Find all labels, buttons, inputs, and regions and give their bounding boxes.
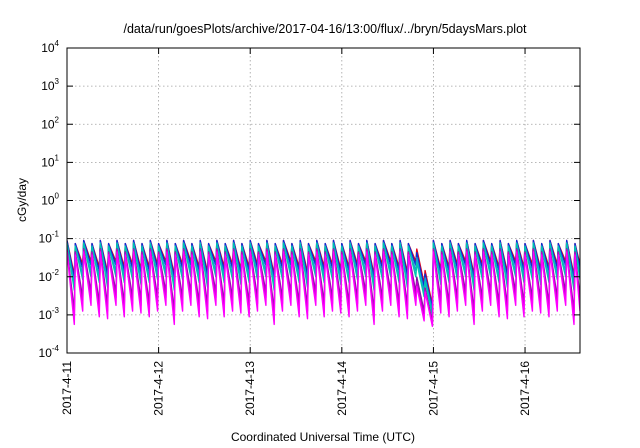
y-tick-label: 102 <box>41 115 59 131</box>
y-tick-label: 10-1 <box>39 230 60 246</box>
x-tick-label: 2017-4-14 <box>335 361 349 416</box>
series-layer <box>67 239 580 327</box>
y-tick-label: 10-2 <box>39 268 60 284</box>
x-axis-label: Coordinated Universal Time (UTC) <box>231 430 415 444</box>
x-tick-label: 2017-4-11 <box>60 361 74 415</box>
chart-title: /data/run/goesPlots/archive/2017-04-16/1… <box>123 22 527 36</box>
y-tick-labels: 104 103 102 101 100 10-1 10-2 10-3 10-4 <box>39 39 60 360</box>
x-tick-label: 2017-4-12 <box>152 361 166 416</box>
y-axis-label: cGy/day <box>15 178 29 222</box>
x-tick-label: 2017-4-16 <box>518 361 532 416</box>
x-tick-label: 2017-4-15 <box>426 361 440 416</box>
series-line <box>67 251 580 327</box>
y-tick-label: 100 <box>41 192 59 208</box>
x-tick-labels: 2017-4-11 2017-4-12 2017-4-13 2017-4-14 2017… <box>60 361 532 416</box>
x-tick-label: 2017-4-13 <box>243 361 257 416</box>
y-tick-label: 104 <box>41 39 59 55</box>
y-tick-label: 103 <box>41 77 59 93</box>
y-tick-label: 10-4 <box>39 344 60 360</box>
y-tick-label: 101 <box>41 153 59 169</box>
plot-frame <box>66 47 581 354</box>
y-tick-label: 10-3 <box>39 306 60 322</box>
